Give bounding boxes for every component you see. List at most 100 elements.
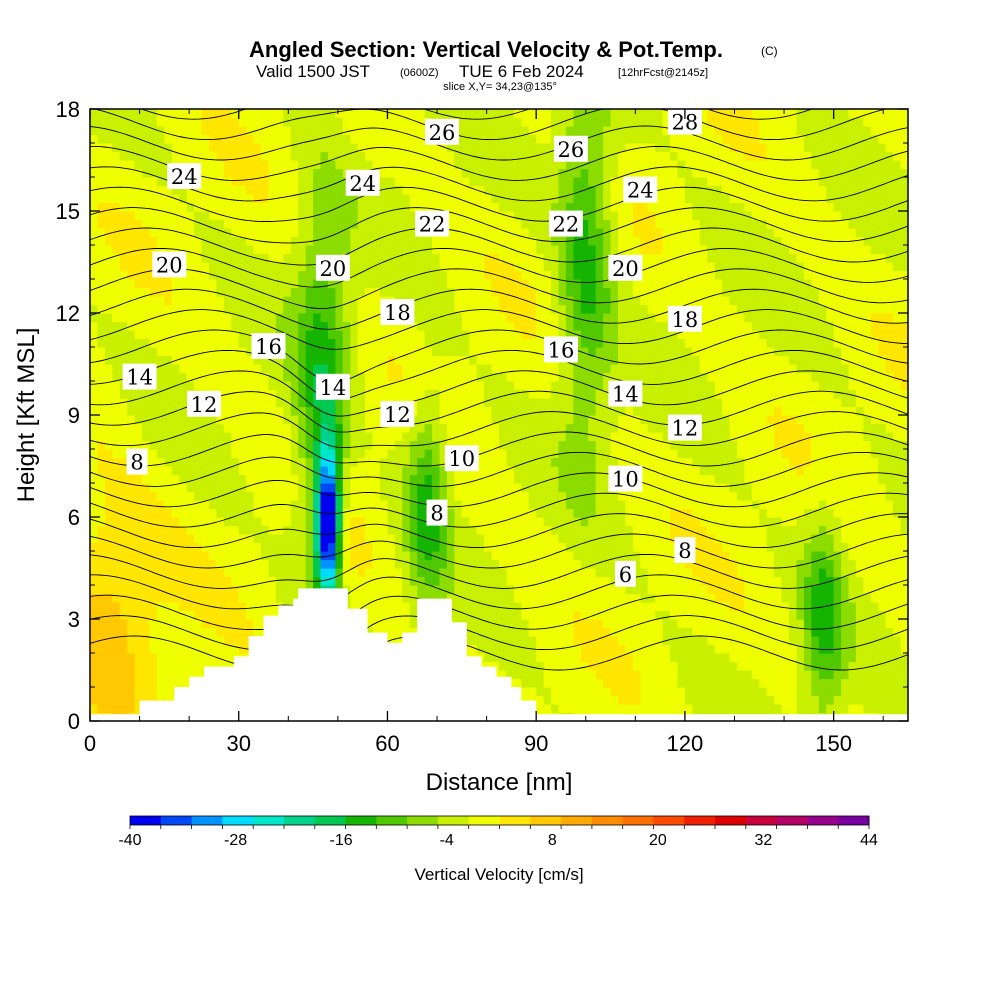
velocity-cell (149, 653, 158, 663)
velocity-cell (402, 338, 411, 348)
velocity-cell (387, 474, 396, 484)
velocity-cell (365, 194, 374, 204)
velocity-cell (402, 585, 411, 595)
velocity-cell (142, 432, 151, 442)
velocity-cell (90, 355, 98, 365)
velocity-cell (142, 491, 151, 501)
velocity-cell (275, 168, 284, 178)
velocity-cell (261, 228, 269, 238)
velocity-cell (253, 355, 262, 365)
velocity-cell (357, 321, 366, 331)
velocity-cell (127, 194, 136, 204)
velocity-cell (231, 602, 240, 612)
velocity-cell (305, 551, 314, 561)
velocity-cell (209, 585, 217, 595)
velocity-cell (194, 457, 203, 467)
velocity-cell (417, 321, 426, 331)
velocity-cell (238, 491, 247, 501)
velocity-cell (387, 245, 396, 255)
velocity-cell (320, 296, 329, 306)
velocity-cell (513, 321, 522, 331)
velocity-cell (328, 168, 336, 178)
velocity-cell (90, 219, 98, 229)
velocity-cell (134, 398, 143, 408)
velocity-cell (499, 296, 507, 306)
velocity-cell (380, 228, 388, 238)
velocity-cell (551, 491, 560, 501)
velocity-cell (506, 576, 515, 586)
velocity-cell (484, 347, 493, 357)
velocity-cell (171, 364, 180, 374)
velocity-cell (186, 619, 195, 629)
velocity-cell (238, 415, 247, 425)
velocity-cell (112, 143, 121, 153)
velocity-cell (387, 551, 396, 561)
velocity-cell (350, 491, 359, 501)
velocity-cell (275, 109, 284, 119)
velocity-cell (424, 466, 433, 476)
velocity-cell (231, 389, 240, 399)
velocity-cell (164, 457, 173, 467)
velocity-cell (231, 134, 240, 144)
velocity-cell (588, 602, 597, 612)
velocity-cell (238, 474, 247, 484)
velocity-cell (342, 313, 351, 323)
velocity-cell (506, 211, 515, 221)
velocity-cell (119, 389, 128, 399)
velocity-cell (201, 457, 210, 467)
velocity-cell (432, 262, 441, 272)
velocity-cell (223, 627, 232, 637)
velocity-cell (275, 228, 284, 238)
velocity-cell (513, 551, 522, 561)
velocity-cell (246, 364, 255, 374)
velocity-cell (558, 440, 567, 450)
velocity-cell (283, 270, 292, 280)
velocity-cell (380, 466, 388, 476)
velocity-cell (231, 440, 240, 450)
velocity-cell (372, 568, 381, 578)
velocity-cell (595, 117, 604, 127)
velocity-cell (134, 500, 143, 510)
velocity-cell (298, 330, 307, 340)
velocity-cell (275, 202, 284, 212)
velocity-cell (246, 542, 255, 552)
velocity-cell (186, 440, 195, 450)
velocity-cell (97, 670, 106, 680)
velocity-cell (536, 389, 545, 399)
velocity-cell (164, 653, 173, 663)
velocity-cell (513, 117, 522, 127)
velocity-cell (432, 449, 441, 459)
velocity-cell (90, 525, 98, 535)
velocity-cell (595, 687, 604, 697)
velocity-cell (179, 304, 188, 314)
velocity-cell (186, 109, 195, 119)
velocity-cell (491, 355, 500, 365)
velocity-cell (149, 483, 158, 493)
velocity-cell (231, 202, 240, 212)
velocity-cell (194, 415, 203, 425)
velocity-cell (171, 568, 180, 578)
velocity-cell (357, 338, 366, 348)
velocity-cell (573, 236, 582, 246)
velocity-cell (565, 177, 574, 187)
velocity-cell (246, 559, 255, 569)
velocity-cell (528, 483, 537, 493)
velocity-cell (387, 576, 396, 586)
velocity-cell (357, 313, 366, 323)
velocity-cell (484, 304, 493, 314)
velocity-cell (454, 321, 463, 331)
velocity-cell (446, 219, 455, 229)
velocity-cell (216, 236, 225, 246)
velocity-cell (149, 474, 158, 484)
velocity-cell (164, 236, 173, 246)
velocity-cell (588, 228, 597, 238)
velocity-cell (565, 449, 574, 459)
velocity-cell (499, 151, 507, 161)
velocity-cell (409, 534, 418, 544)
velocity-cell (432, 160, 441, 170)
velocity-cell (328, 160, 336, 170)
velocity-cell (238, 109, 247, 119)
velocity-cell (209, 194, 217, 204)
velocity-cell (595, 559, 604, 569)
velocity-cell (424, 568, 433, 578)
